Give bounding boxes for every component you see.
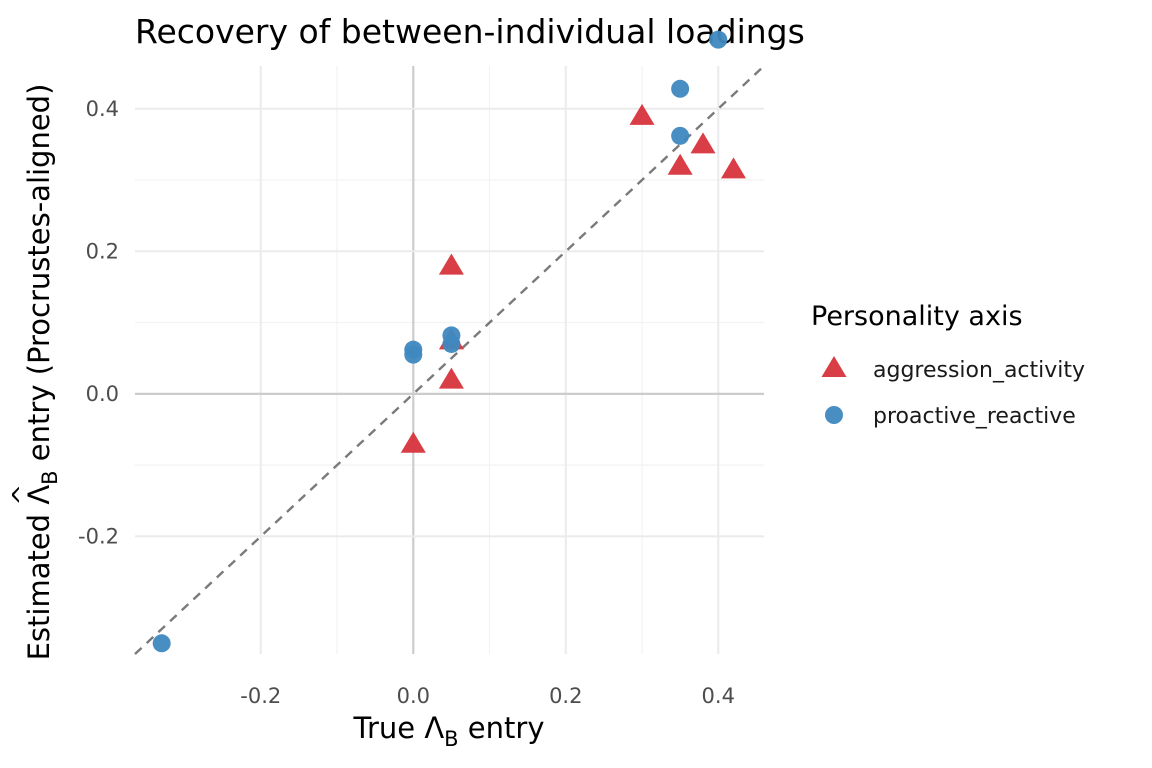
y-tick-label: 0.2 xyxy=(86,239,119,263)
legend-items: aggression_activity proactive_reactive xyxy=(821,356,1085,429)
circle-point xyxy=(442,326,461,345)
legend-circle-marker xyxy=(825,406,843,424)
y-tick-label: -0.2 xyxy=(78,524,119,548)
triangle-point xyxy=(690,132,716,154)
x-axis-label-subscript: B xyxy=(444,727,458,751)
y-axis-label-group: Estimated ΛB entry (Procrustes-aligned) … xyxy=(8,84,62,661)
legend-label: proactive_reactive xyxy=(873,404,1076,429)
circle-point xyxy=(709,30,728,49)
circle-point xyxy=(404,340,423,359)
x-axis-label-symbol: Λ xyxy=(424,711,444,745)
chart-title: Recovery of between-individual loadings xyxy=(135,12,805,51)
y-axis-label-subscript: B xyxy=(38,470,62,484)
y-axis-label-post: entry (Procrustes-aligned) xyxy=(22,84,56,471)
x-axis-label-post: entry xyxy=(459,711,545,745)
x-tick-label: -0.2 xyxy=(240,684,281,708)
legend-label: aggression_activity xyxy=(873,358,1085,383)
triangle-point xyxy=(438,367,464,389)
legend-triangle-marker xyxy=(821,356,847,377)
legend: Personality axis aggression_activityproa… xyxy=(811,301,1085,429)
triangle-point xyxy=(400,431,426,453)
circle-point xyxy=(671,126,690,145)
y-tick-label: 0.0 xyxy=(86,382,119,406)
circle-point xyxy=(152,634,171,653)
x-tick-label: 0.2 xyxy=(549,684,582,708)
x-axis-label: True ΛB entry xyxy=(353,711,545,751)
legend-title: Personality axis xyxy=(811,301,1023,332)
x-axis-label-pre: True xyxy=(353,711,425,745)
y-tick-label: 0.4 xyxy=(86,97,119,121)
triangle-point xyxy=(667,153,693,175)
plot-panel: -0.2 0.0 0.2 0.4 -0.2 0.0 0.2 0.4 xyxy=(78,30,765,708)
x-tick-label: 0.4 xyxy=(702,684,735,708)
x-tick-label: 0.0 xyxy=(397,684,430,708)
y-axis-label: Estimated ΛB entry (Procrustes-aligned) xyxy=(22,84,62,661)
y-axis-label-symbol: Λ xyxy=(22,485,56,505)
circle-point xyxy=(671,79,690,98)
series-proactive_reactive xyxy=(152,30,728,653)
triangle-point xyxy=(721,157,747,179)
y-axis-label-hat: ^ xyxy=(8,484,38,506)
triangle-point xyxy=(438,253,464,275)
triangle-point xyxy=(629,103,655,125)
y-axis-label-pre: Estimated xyxy=(22,505,56,661)
